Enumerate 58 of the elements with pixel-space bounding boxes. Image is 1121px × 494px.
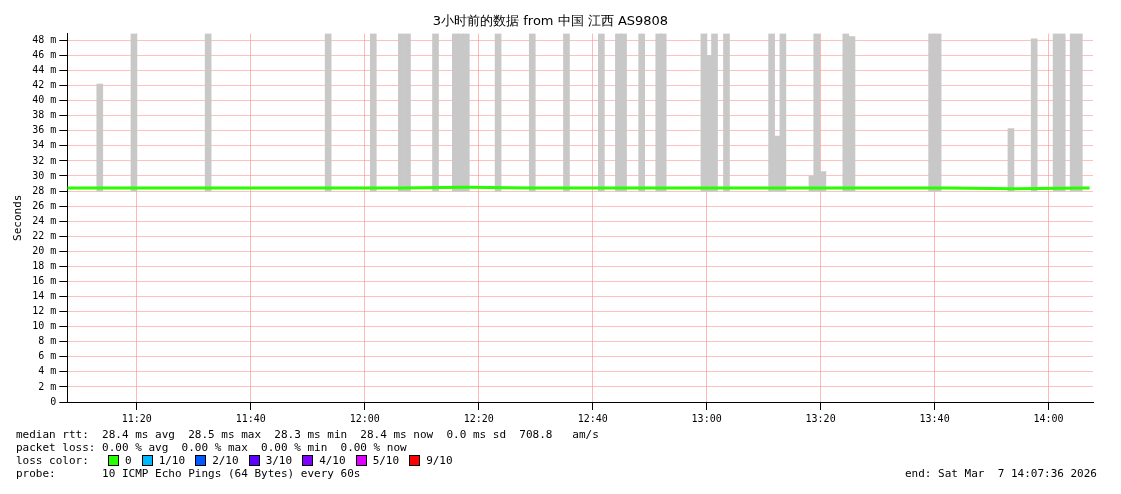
bar (638, 33, 646, 192)
y-tick-label: 28 m (32, 184, 57, 196)
y-tick-label: 40 m (32, 94, 57, 106)
legend-label: 0 (125, 454, 132, 467)
y-tick-label: 10 m (32, 320, 57, 332)
bar (659, 33, 667, 192)
chart-title: 3小时前的数据 from 中国 江西 AS9808 (432, 13, 669, 29)
bar (96, 83, 104, 192)
text: packet loss: 0.00 % avg 0.00 % max 0.00 % min 0.00 % now (16, 441, 408, 454)
y-tick-label: 12 m (32, 305, 57, 317)
x-tick-label: 14:00 (1033, 412, 1064, 424)
y-tick-label: 34 m (32, 139, 57, 151)
y-tick-label: 20 m (32, 244, 57, 256)
y-tick-label: 8 m (38, 335, 57, 347)
y-tick-label: 14 m (32, 290, 57, 302)
x-tick-label: 13:00 (691, 412, 722, 424)
bar (528, 33, 536, 192)
y-tick-label: 16 m (32, 275, 57, 287)
y-tick-label: 42 m (32, 79, 57, 91)
bar (598, 33, 605, 192)
bar (723, 33, 730, 192)
text: end: Sat Mar 7 14:07:36 2026 (904, 467, 1097, 480)
x-tick-label: 12:00 (349, 412, 380, 424)
y-tick-label: 0 (50, 395, 57, 407)
y-tick-label: 6 m (38, 350, 57, 362)
bar (432, 33, 439, 192)
y-tick-label: 30 m (32, 169, 57, 181)
x-tick-label: 13:20 (805, 412, 836, 424)
bar (369, 33, 377, 192)
y-tick-label: 26 m (32, 199, 57, 211)
legend-title: loss color: (16, 454, 90, 467)
legend-label: 1/10 (158, 454, 186, 467)
legend-label: 3/10 (265, 454, 293, 467)
text: probe: 10 ICMP Echo Pings (64 Bytes) every 60s (16, 467, 361, 480)
x-tick-label: 13:40 (919, 412, 950, 424)
y-tick-label: 48 m (32, 33, 57, 45)
bar (1030, 38, 1038, 192)
x-tick-label: 11:40 (235, 412, 266, 424)
y-tick-label: 2 m (38, 380, 57, 392)
y-tick-label: 22 m (32, 229, 57, 241)
y-tick-label: 32 m (32, 154, 57, 166)
legend-label: 5/10 (372, 454, 400, 467)
y-axis-title: Seconds (11, 194, 25, 241)
x-tick-label: 12:20 (463, 412, 494, 424)
y-tick-label: 24 m (32, 214, 57, 226)
x-tick-label: 12:40 (577, 412, 608, 424)
y-tick-label: 4 m (38, 365, 57, 377)
legend-label: 2/10 (212, 454, 239, 467)
text: median rtt: 28.4 ms avg 28.5 ms max 28.3 ms min 28.4 ms now 0.0 ms sd 708.8 am/s (16, 428, 600, 441)
y-tick-label: 44 m (32, 64, 57, 76)
y-tick-label: 36 m (32, 124, 57, 136)
legend-label: 4/10 (319, 454, 346, 467)
y-tick-label: 46 m (32, 49, 57, 61)
x-tick-label: 11:20 (121, 412, 152, 424)
legend-label: 9/10 (426, 454, 453, 467)
y-tick-label: 18 m (32, 259, 57, 271)
y-tick-label: 38 m (32, 109, 57, 121)
bar (563, 33, 570, 192)
